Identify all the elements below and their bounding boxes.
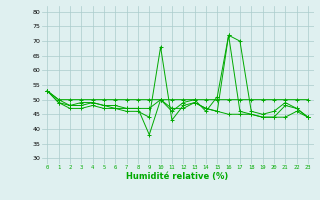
X-axis label: Humidité relative (%): Humidité relative (%) — [126, 172, 229, 181]
